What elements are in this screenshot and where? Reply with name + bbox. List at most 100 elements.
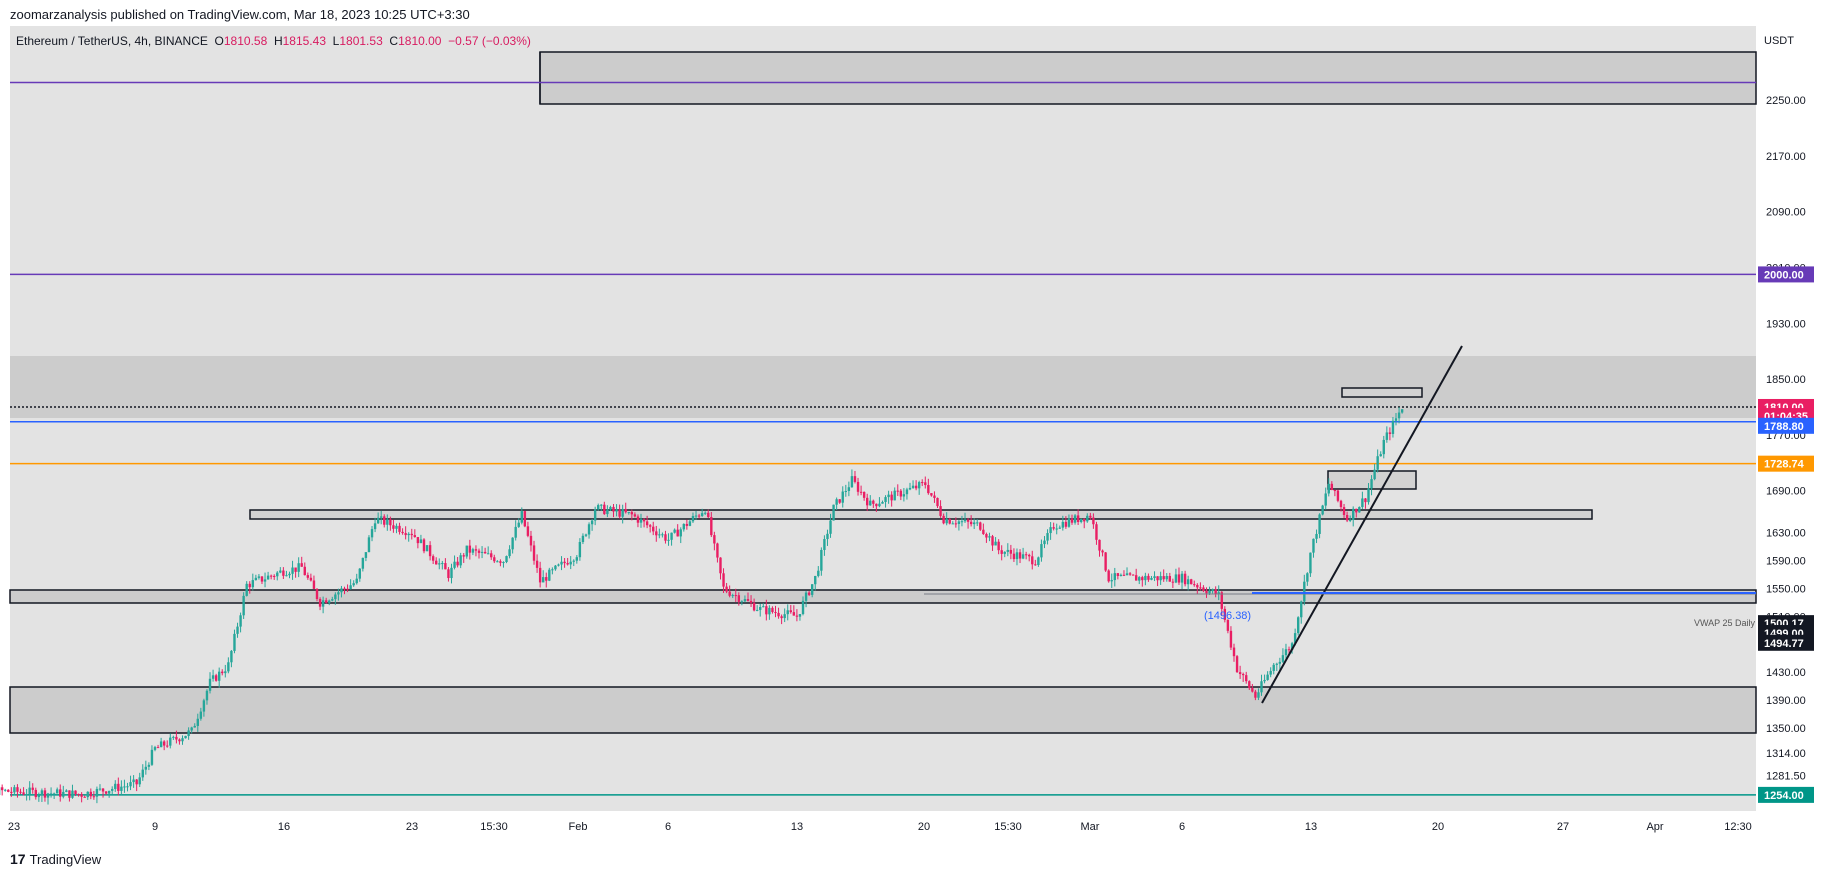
x-tick-label: 13	[791, 821, 803, 833]
candle-body	[422, 539, 426, 552]
candle-body	[49, 793, 53, 795]
candle-body	[988, 536, 991, 538]
candle-body	[1043, 540, 1046, 545]
candle-body	[425, 545, 429, 552]
candle-body	[914, 485, 918, 489]
candle-body	[22, 792, 25, 795]
candle-body	[441, 563, 444, 565]
trendline[interactable]	[1261, 345, 1463, 704]
candle-body	[1238, 672, 1242, 675]
candle-body	[358, 568, 361, 579]
zone-1728[interactable]	[10, 356, 1756, 418]
candle-body	[416, 537, 420, 544]
candle-body	[814, 575, 817, 585]
price-tag-label: 1254.00	[1764, 790, 1804, 802]
x-tick-label: 15:30	[480, 821, 508, 833]
candle-body	[584, 534, 588, 536]
candle-body	[279, 570, 282, 573]
plot-background	[10, 26, 1756, 811]
candle-body	[1134, 575, 1138, 581]
candle-body	[1107, 570, 1110, 582]
candle-body	[318, 598, 322, 607]
candle-body	[994, 541, 997, 546]
time-axis[interactable]: 23 9 16 23 15:30 Feb 6 13 20 15:30 Mar 6 13 20 27 Apr 12…	[8, 821, 1752, 833]
candle-body	[1211, 589, 1214, 591]
candle-body	[1055, 528, 1058, 530]
zone-1390[interactable]	[9, 686, 1757, 734]
candle-body	[7, 789, 10, 792]
x-tick-label: Apr	[1646, 821, 1663, 833]
candle-body	[263, 579, 267, 582]
candle-body	[921, 482, 924, 484]
candle-body	[575, 557, 579, 561]
zone-1595[interactable]	[249, 509, 1593, 520]
candle-body	[74, 790, 77, 795]
candle-body	[438, 563, 441, 565]
candle-body	[468, 545, 472, 553]
candle-body	[508, 549, 511, 557]
candle-body	[600, 504, 603, 506]
tradingview-logo-icon: 17	[10, 851, 26, 867]
price-chart[interactable]: (1496.38)VWAP 25 Daily 2250.002170.00209…	[0, 26, 1834, 871]
candle-body	[1220, 592, 1223, 609]
candle-body	[28, 787, 31, 795]
candle-body	[337, 592, 340, 595]
candle-body	[862, 491, 866, 498]
y-tick-label: 1850.00	[1766, 374, 1806, 386]
candle-body	[618, 509, 621, 517]
candle-body	[548, 569, 551, 581]
candle-body	[117, 783, 120, 791]
candle-body	[361, 557, 365, 569]
candle-body	[483, 551, 487, 554]
candle-body	[1235, 656, 1239, 673]
candle-body	[480, 551, 484, 553]
candle-body	[0, 787, 4, 791]
candle-body	[820, 549, 823, 571]
candle-body	[853, 476, 857, 482]
candle-body	[1000, 550, 1003, 554]
candle-body	[951, 523, 954, 525]
candle-body	[1358, 507, 1361, 513]
candle-body	[667, 539, 670, 541]
candle-body	[1128, 573, 1132, 575]
candle-body	[771, 607, 774, 613]
candle-body	[428, 545, 432, 557]
zone-1500[interactable]	[9, 589, 1757, 604]
candle-body	[700, 513, 704, 516]
candle-body	[670, 532, 673, 540]
candle-body	[1190, 579, 1193, 585]
candle-body	[1147, 575, 1150, 580]
candle-body	[123, 786, 126, 788]
candle-body	[1070, 518, 1074, 523]
candle-body	[37, 795, 41, 798]
candle-body	[1144, 575, 1147, 581]
candle-body	[954, 523, 958, 525]
zone-2250[interactable]	[539, 51, 1757, 105]
candle-body	[315, 588, 319, 599]
candles-layer	[0, 407, 1404, 805]
candle-body	[1119, 574, 1123, 577]
candle-body	[856, 481, 860, 492]
candle-body	[306, 575, 310, 578]
candle-body	[392, 525, 395, 529]
candle-body	[184, 735, 187, 739]
horizontal-lines-layer	[10, 81, 1756, 796]
candle-body	[294, 567, 297, 572]
candle-body	[1309, 552, 1312, 574]
candle-body	[19, 791, 22, 793]
candle-body	[505, 556, 508, 563]
candle-body	[1318, 514, 1321, 534]
candle-body	[1208, 590, 1211, 594]
zone-small-top[interactable]	[1341, 387, 1423, 398]
candle-body	[869, 500, 872, 506]
candle-body	[1083, 518, 1086, 522]
price-tag-8	[1758, 786, 1814, 803]
candle-body	[266, 575, 270, 580]
candle-body	[593, 509, 597, 521]
candle-body	[976, 522, 979, 524]
candle-body	[734, 595, 737, 597]
candle-body	[768, 607, 771, 615]
candle-body	[114, 783, 117, 789]
candle-body	[401, 531, 404, 534]
candle-body	[172, 736, 175, 738]
